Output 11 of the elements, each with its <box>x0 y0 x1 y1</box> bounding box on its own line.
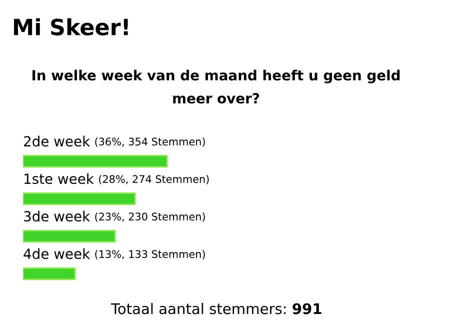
y-tick-label: 3de week <box>24 210 90 222</box>
chart-title: Mi Skeer! <box>14 18 128 36</box>
text: Totaal aantal stemmers: 991 <box>110 302 322 314</box>
data-label: (28%, 274 Stemmen) <box>99 174 209 184</box>
data-label: (13%, 133 Stemmen) <box>95 250 205 260</box>
y-tick-label: 1ste week <box>24 173 94 184</box>
y-tick-label: 2de week <box>24 136 90 147</box>
text: In welke week van de maand heeft u geen geld meer over? <box>32 70 400 104</box>
data-label: (36%, 354 Stemmen) <box>95 137 205 147</box>
y-tick-label: 4de week <box>24 248 90 260</box>
data-label: (23%, 230 Stemmen) <box>95 212 205 222</box>
